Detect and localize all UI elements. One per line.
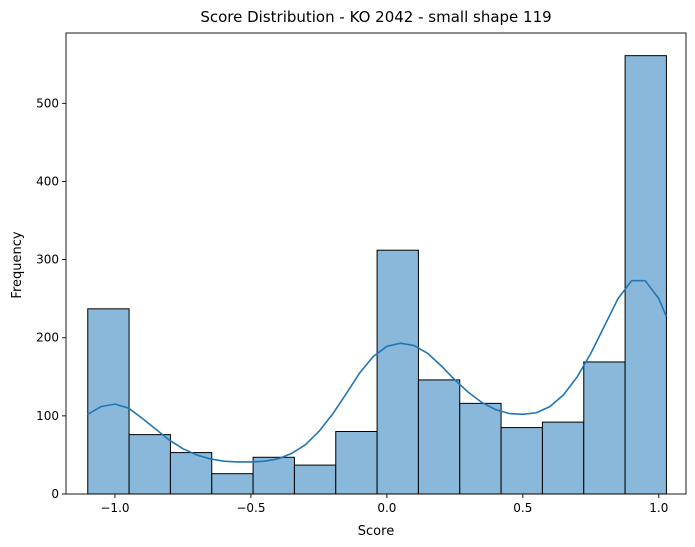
axes: −1.0 −0.5 0.0 0.5 1.0 0 100 200 300 400 500 xyxy=(36,32,687,515)
chart-title: Score Distribution - KO 2042 - small sha… xyxy=(200,8,551,26)
x-tick-label: −0.5 xyxy=(236,501,265,515)
histogram-bar xyxy=(541,421,585,495)
histogram-bar xyxy=(293,464,337,495)
histogram-bar xyxy=(583,361,626,495)
histogram-bar xyxy=(87,308,130,495)
x-tick-label: 1.0 xyxy=(649,501,668,515)
histogram-bar xyxy=(211,473,254,495)
y-tick-label: 0 xyxy=(51,487,59,501)
kde-curve xyxy=(87,279,668,463)
y-tick-label: 400 xyxy=(36,174,59,188)
y-tick-label: 200 xyxy=(36,331,59,345)
y-axis-label: Frequency xyxy=(10,231,25,298)
plot-frame xyxy=(65,32,687,495)
x-tick-label: 0.0 xyxy=(377,501,396,515)
y-tick-label: 100 xyxy=(36,409,59,423)
histogram-bar xyxy=(500,427,543,495)
histogram-bar xyxy=(417,379,461,495)
histogram-bar xyxy=(624,55,667,495)
kde-line xyxy=(87,279,668,463)
x-tick-label: −1.0 xyxy=(100,501,129,515)
y-tick-label: 500 xyxy=(36,96,59,110)
histogram-bars xyxy=(87,55,667,495)
histogram-bar xyxy=(169,452,213,495)
x-tick-label: 0.5 xyxy=(513,501,532,515)
histogram-bar xyxy=(128,434,171,495)
histogram-bar xyxy=(459,402,502,495)
y-tick-label: 300 xyxy=(36,253,59,267)
histogram-bar xyxy=(376,249,419,495)
histogram-bar xyxy=(335,430,378,495)
x-axis-label: Score xyxy=(358,524,394,539)
histogram-bar xyxy=(252,456,295,495)
